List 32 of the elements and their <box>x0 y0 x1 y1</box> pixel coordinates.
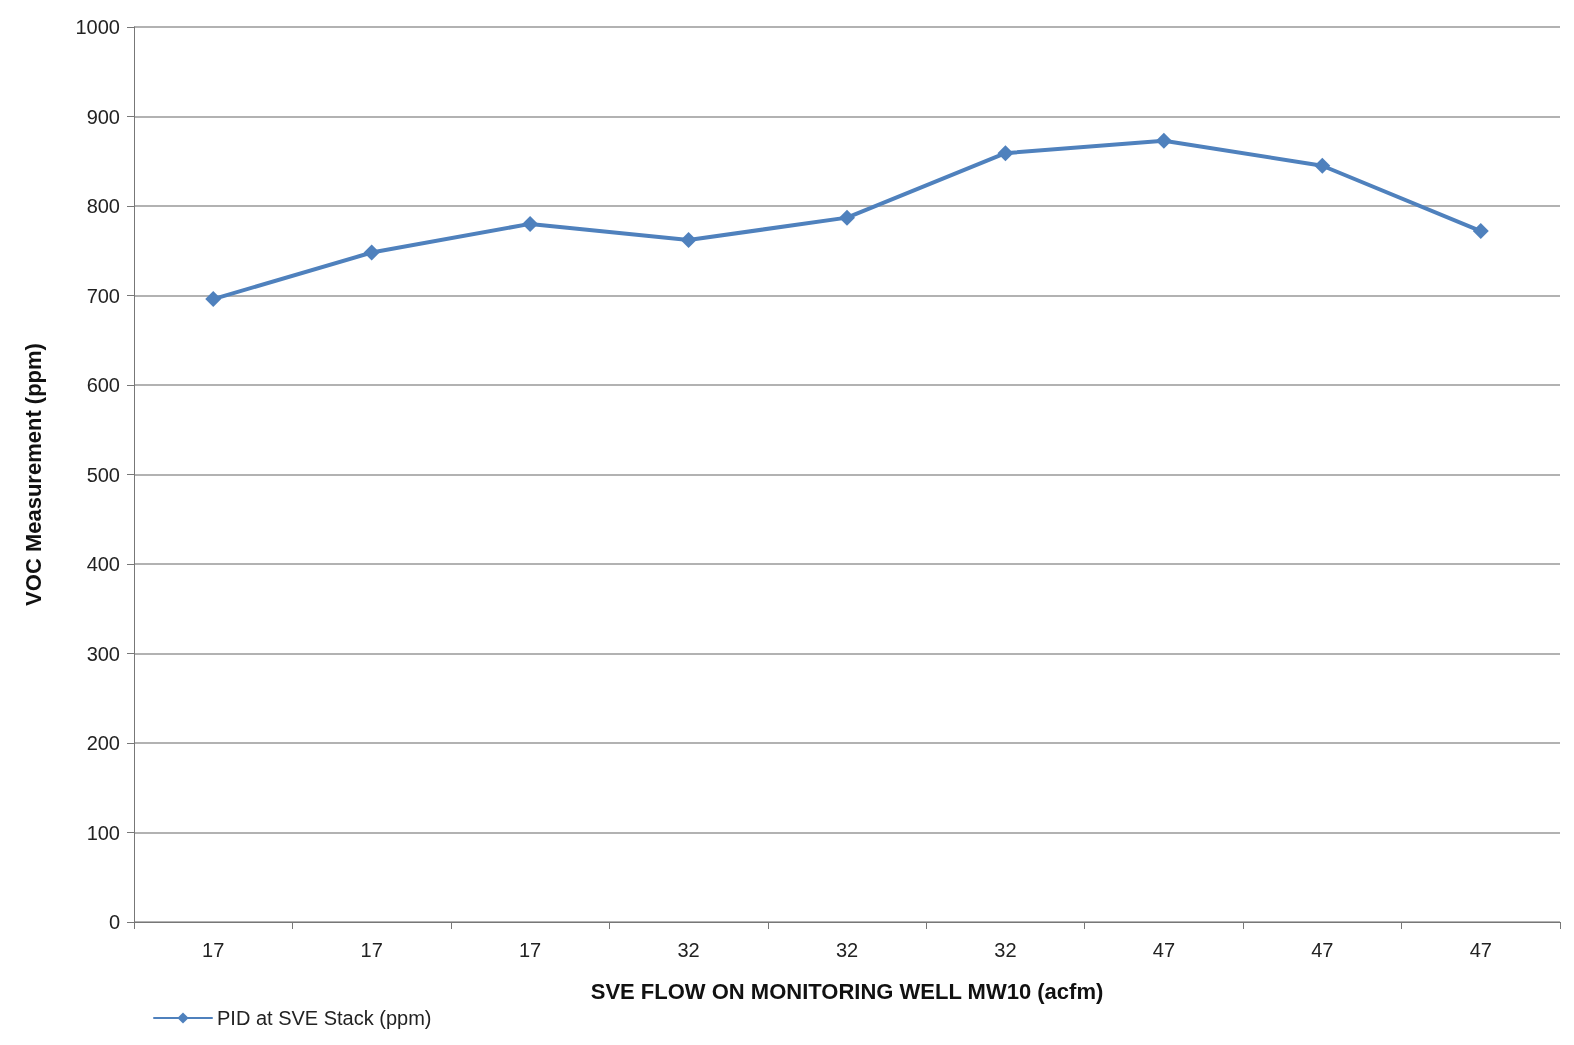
y-tick-label: 1000 <box>75 16 120 38</box>
point <box>680 232 697 249</box>
x-tick-label: 17 <box>360 939 383 961</box>
point <box>1314 157 1331 174</box>
legend-label: PID at SVE Stack (ppm) <box>217 1007 432 1029</box>
x-tick-label: 47 <box>1311 939 1334 961</box>
x-tick-label: 17 <box>518 939 542 961</box>
x-tick-label: 47 <box>1152 939 1176 961</box>
point <box>1472 223 1489 240</box>
y-tick-label: 100 <box>86 821 120 844</box>
point <box>997 145 1014 162</box>
x-tick-label: 17 <box>202 939 225 961</box>
y-tick-label: 800 <box>86 195 120 217</box>
x-tick-label: 32 <box>677 939 700 961</box>
point <box>839 209 855 226</box>
point <box>522 215 539 232</box>
x-tick-label: 47 <box>1469 939 1492 961</box>
y-tick-label: 400 <box>86 553 120 575</box>
point <box>363 244 380 261</box>
y-tick-label: 900 <box>86 105 120 128</box>
y-axis-title: VOC Measurement (ppm) <box>20 343 46 606</box>
point <box>205 291 222 308</box>
x-tick-label: 32 <box>994 939 1017 961</box>
y-tick-label: 600 <box>86 374 120 396</box>
point <box>1155 132 1172 149</box>
y-tick-label: 0 <box>108 911 120 933</box>
y-tick-label: 200 <box>86 732 120 754</box>
y-tick-label: 300 <box>86 642 120 665</box>
y-tick-label: 700 <box>86 284 120 307</box>
y-tick-label: 500 <box>86 463 120 486</box>
x-axis-title: SVE FLOW ON MONITORING WELL MW10 (acfm) <box>590 978 1104 1004</box>
x-tick-label: 32 <box>835 939 859 961</box>
